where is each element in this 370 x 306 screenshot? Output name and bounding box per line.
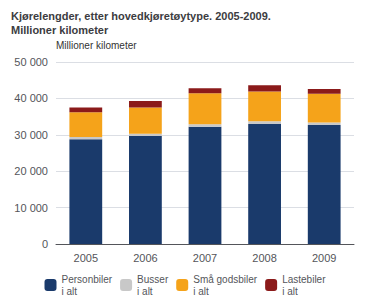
- svg-text:10 000: 10 000: [14, 202, 48, 214]
- svg-text:20 000: 20 000: [14, 165, 48, 177]
- svg-text:i alt: i alt: [62, 286, 78, 297]
- svg-text:2006: 2006: [133, 252, 157, 264]
- svg-text:i alt: i alt: [193, 286, 209, 297]
- svg-text:40 000: 40 000: [14, 92, 48, 104]
- svg-text:i alt: i alt: [282, 286, 298, 297]
- svg-text:Millioner kilometer: Millioner kilometer: [11, 24, 109, 36]
- svg-text:50 000: 50 000: [14, 56, 48, 68]
- svg-text:2007: 2007: [193, 252, 217, 264]
- svg-text:Personbiler: Personbiler: [62, 274, 113, 285]
- svg-text:Lastebiler: Lastebiler: [282, 274, 326, 285]
- svg-text:2005: 2005: [74, 252, 98, 264]
- svg-text:Små godsbiler: Små godsbiler: [193, 274, 258, 285]
- svg-text:0: 0: [42, 238, 48, 250]
- svg-text:Kjørelengder, etter hovedkjøre: Kjørelengder, etter hovedkjøretøytype. 2…: [11, 10, 271, 22]
- svg-text:Millioner kilometer: Millioner kilometer: [56, 40, 137, 51]
- svg-text:i alt: i alt: [137, 286, 153, 297]
- svg-text:30 000: 30 000: [14, 129, 48, 141]
- svg-text:2008: 2008: [252, 252, 276, 264]
- svg-text:Busser: Busser: [137, 274, 169, 285]
- svg-text:2009: 2009: [312, 252, 336, 264]
